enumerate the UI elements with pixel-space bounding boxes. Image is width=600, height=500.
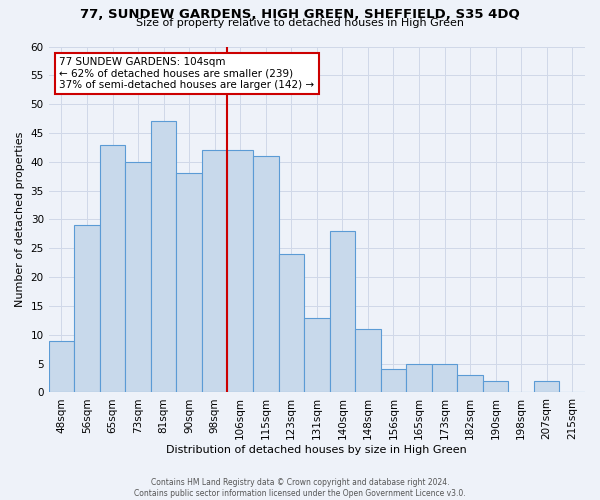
X-axis label: Distribution of detached houses by size in High Green: Distribution of detached houses by size …: [166, 445, 467, 455]
Bar: [278, 254, 304, 392]
Bar: [49, 340, 74, 392]
Text: 77 SUNDEW GARDENS: 104sqm
← 62% of detached houses are smaller (239)
37% of semi: 77 SUNDEW GARDENS: 104sqm ← 62% of detac…: [59, 57, 314, 90]
Text: 77, SUNDEW GARDENS, HIGH GREEN, SHEFFIELD, S35 4DQ: 77, SUNDEW GARDENS, HIGH GREEN, SHEFFIEL…: [80, 8, 520, 20]
Bar: [176, 174, 202, 392]
Bar: [125, 162, 151, 392]
Bar: [483, 381, 508, 392]
Bar: [202, 150, 227, 392]
Text: Contains HM Land Registry data © Crown copyright and database right 2024.
Contai: Contains HM Land Registry data © Crown c…: [134, 478, 466, 498]
Y-axis label: Number of detached properties: Number of detached properties: [15, 132, 25, 307]
Bar: [355, 329, 380, 392]
Bar: [253, 156, 278, 392]
Bar: [304, 318, 329, 392]
Bar: [406, 364, 432, 392]
Bar: [534, 381, 559, 392]
Text: Size of property relative to detached houses in High Green: Size of property relative to detached ho…: [136, 18, 464, 28]
Bar: [329, 231, 355, 392]
Bar: [380, 370, 406, 392]
Bar: [432, 364, 457, 392]
Bar: [457, 375, 483, 392]
Bar: [74, 225, 100, 392]
Bar: [100, 144, 125, 392]
Bar: [151, 122, 176, 392]
Bar: [227, 150, 253, 392]
